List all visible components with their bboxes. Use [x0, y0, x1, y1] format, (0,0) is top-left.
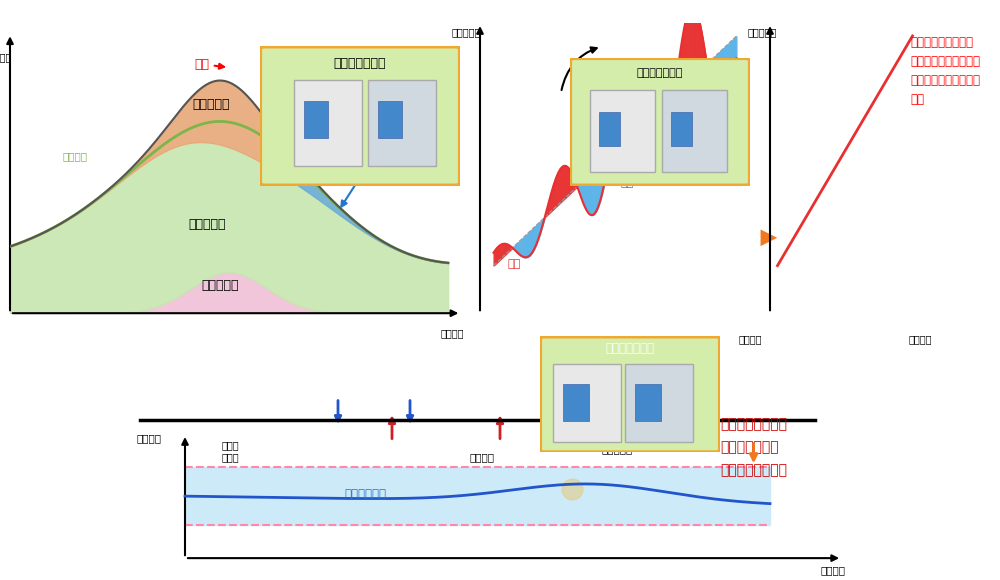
Text: 供給余剰分: 供給余剰分 — [193, 99, 230, 111]
FancyBboxPatch shape — [540, 336, 720, 452]
Text: （発電量）: （発電量） — [748, 27, 777, 37]
Text: 再エネによる電圧
変動を蓄電池の
充放電により抑制: 再エネによる電圧 変動を蓄電池の 充放電により抑制 — [720, 418, 787, 477]
FancyBboxPatch shape — [304, 101, 328, 138]
FancyBboxPatch shape — [553, 364, 621, 442]
FancyBboxPatch shape — [599, 111, 620, 146]
Text: 風力発電: 風力発電 — [470, 452, 495, 462]
Text: （時間）: （時間） — [441, 329, 464, 339]
Text: 再エネの出力変動を
蓄電池の充放電により
吸収し、周波数変動を
抑制: 再エネの出力変動を 蓄電池の充放電により 吸収し、周波数変動を 抑制 — [910, 36, 980, 106]
Text: 充電: 充電 — [507, 259, 520, 269]
Text: 放電: 放電 — [352, 166, 367, 180]
Text: （時間）: （時間） — [908, 334, 932, 344]
FancyBboxPatch shape — [635, 384, 661, 421]
FancyBboxPatch shape — [563, 384, 589, 421]
Text: 充電: 充電 — [194, 57, 224, 71]
FancyBboxPatch shape — [590, 90, 655, 172]
Text: 蓄電池システム: 蓄電池システム — [637, 68, 683, 78]
FancyBboxPatch shape — [662, 90, 727, 172]
Text: （電圧）: （電圧） — [137, 433, 162, 444]
Text: （時間）: （時間） — [738, 334, 762, 344]
FancyBboxPatch shape — [378, 101, 402, 138]
FancyBboxPatch shape — [294, 80, 362, 166]
Text: 太陽光発電: 太陽光発電 — [202, 280, 239, 292]
Text: 蓄電池システム: 蓄電池システム — [334, 57, 386, 70]
Text: 放電: 放電 — [620, 177, 634, 187]
Text: （距離）: （距離） — [821, 565, 846, 575]
Text: 適正電圧範囲: 適正電圧範囲 — [344, 488, 386, 501]
Text: 火力発電等: 火力発電等 — [188, 218, 226, 231]
FancyBboxPatch shape — [368, 80, 436, 166]
Text: （発電量）: （発電量） — [452, 27, 481, 37]
FancyBboxPatch shape — [625, 364, 693, 442]
Text: 電力需要: 電力需要 — [63, 152, 88, 162]
Text: 太陽光発電: 太陽光発電 — [601, 444, 633, 454]
FancyBboxPatch shape — [570, 58, 750, 186]
FancyBboxPatch shape — [260, 46, 460, 186]
FancyBboxPatch shape — [671, 111, 692, 146]
Text: 蓄電池システム: 蓄電池システム — [606, 342, 654, 354]
Text: （発電量）: （発電量） — [0, 52, 12, 62]
Text: 配電用
変電所: 配電用 変電所 — [221, 440, 239, 462]
